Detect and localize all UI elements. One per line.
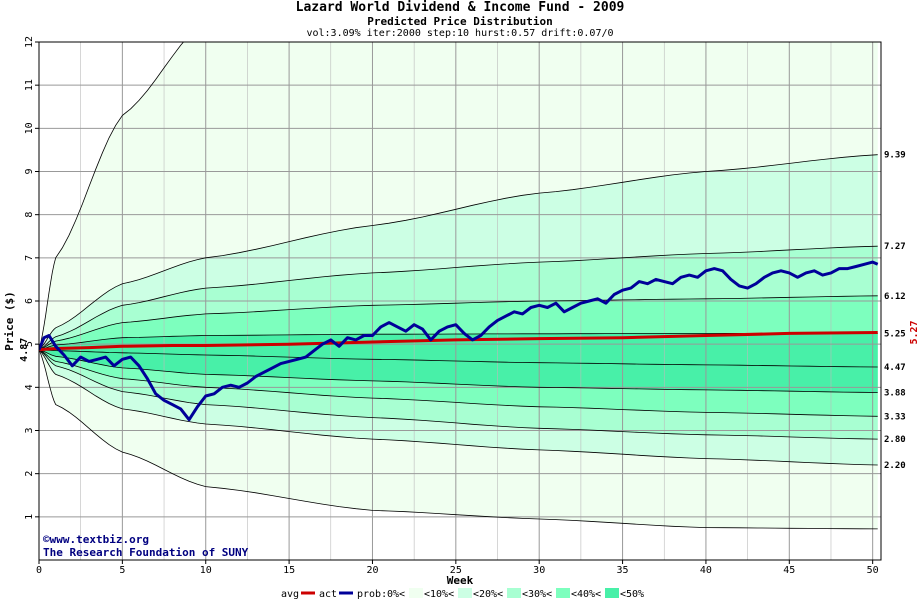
credit-website: ©www.textbiz.org: [43, 533, 149, 546]
y-tick-label: 3: [24, 427, 35, 433]
credit-organization: The Research Foundation of SUNY: [43, 546, 249, 559]
y-tick-label: 6: [24, 298, 35, 304]
end-average-label: 5.27: [909, 320, 920, 344]
x-tick-label: 40: [700, 565, 712, 576]
percentile-curve-lower-0: [39, 349, 878, 530]
legend-label-band: <40%<: [571, 589, 601, 600]
legend-label-avg: avg: [281, 589, 299, 600]
series-line-avg: [39, 331, 878, 352]
y-tick-label: 7: [24, 255, 35, 261]
y-tick-label: 10: [24, 122, 35, 134]
y-tick-label: 9: [24, 168, 35, 174]
x-tick-label: 10: [200, 565, 212, 576]
legend-swatch-band: [556, 588, 570, 598]
x-tick-label: 25: [450, 565, 462, 576]
right-value-labels: 9.39 7.27 6.12 5.25 4.47 3.88 3.33 2.80 2.20: [884, 151, 906, 471]
percentile-curve-upper-20: [39, 245, 878, 351]
legend-swatch-band: [458, 588, 472, 598]
chart-title: Lazard World Dividend & Income Fund - 20…: [295, 0, 625, 15]
percentile-curve-upper-10: [39, 154, 878, 351]
percentile-curve-lower-30: [39, 349, 878, 417]
right-value-label: 9.39: [884, 151, 906, 161]
grid-lines: [39, 41, 881, 560]
percentile-curve-upper-0: [39, 42, 185, 350]
x-tick-label: 20: [366, 565, 378, 576]
legend-label-band: <50%: [620, 589, 644, 600]
x-tick-label: 5: [119, 565, 125, 576]
start-price-label: 4.87: [19, 338, 30, 362]
legend: avg act prob: 0%< <10%< <20%< <30%< <40%< <50%: [281, 588, 644, 600]
y-tick-label: 4: [24, 384, 35, 390]
right-value-label: 5.25: [884, 329, 906, 339]
y-tick-label: 1: [24, 514, 35, 520]
x-tick-label: 30: [533, 565, 545, 576]
percentile-curves: [39, 42, 878, 530]
percentile-curve-upper-40: [39, 333, 878, 351]
x-tick-label: 35: [617, 565, 629, 576]
legend-label-band: 0%<: [387, 589, 405, 600]
percentile-curve-lower-10: [39, 349, 878, 466]
right-value-label: 3.88: [884, 389, 906, 399]
x-tick-label: 50: [867, 565, 879, 576]
percentile-curve-lower-20: [39, 349, 878, 440]
x-tick-label: 45: [783, 565, 795, 576]
legend-label-band: <10%<: [424, 589, 454, 600]
series-lines: [39, 260, 879, 422]
legend-label-band: <20%<: [473, 589, 503, 600]
y-tick-label: 8: [24, 212, 35, 218]
legend-swatch-band: [605, 588, 619, 598]
right-value-label: 3.33: [884, 412, 906, 422]
percentile-curve-median: [39, 349, 878, 368]
legend-label-act: act: [319, 589, 337, 600]
probability-band-4: [39, 333, 878, 393]
right-value-label: 2.80: [884, 435, 906, 445]
x-axis-ticks: 0 5 10 15 20 25 30 35 40 45 50: [36, 560, 879, 576]
x-axis-label: Week: [447, 574, 474, 587]
right-value-label: 7.27: [884, 242, 906, 252]
y-tick-label: 2: [24, 471, 35, 477]
y-tick-label: 11: [24, 79, 35, 91]
legend-label-prob: prob:: [357, 589, 387, 600]
series-line-act: [39, 260, 879, 422]
x-tick-label: 0: [36, 565, 42, 576]
right-value-label: 2.20: [884, 461, 906, 471]
right-value-label: 6.12: [884, 292, 906, 302]
percentile-curve-upper-30: [39, 295, 878, 351]
y-tick-label: 5: [24, 341, 35, 347]
y-axis-label: Price ($): [3, 291, 16, 351]
x-tick-label: 15: [283, 565, 295, 576]
right-value-label: 4.47: [884, 363, 906, 373]
chart-subtitle: Predicted Price Distribution: [367, 15, 553, 28]
chart-params: vol:3.09% iter:2000 step:10 hurst:0.57 d…: [306, 28, 614, 39]
y-tick-label: 12: [24, 36, 35, 48]
legend-swatch-band: [409, 588, 423, 598]
legend-label-band: <30%<: [522, 589, 552, 600]
probability-bands: [39, 42, 878, 529]
legend-swatch-band: [507, 588, 521, 598]
